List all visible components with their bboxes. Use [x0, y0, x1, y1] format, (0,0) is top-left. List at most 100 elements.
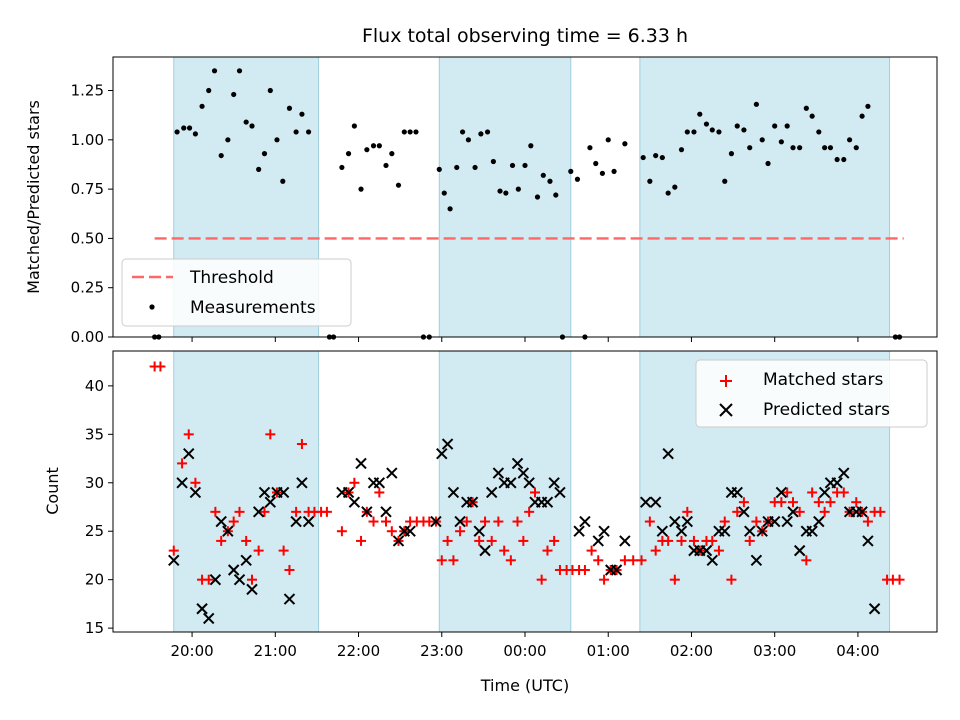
measurement-point — [305, 129, 312, 135]
predicted-star-point — [744, 525, 756, 537]
matched-star-point — [801, 555, 812, 566]
y-tick-label: 40 — [85, 377, 104, 395]
measurement-point — [816, 129, 822, 135]
predicted-star-point — [610, 564, 623, 576]
measurement-point — [249, 123, 255, 129]
matched-star-point — [782, 487, 793, 498]
cross-b — [675, 525, 688, 537]
matched-star-point — [177, 458, 188, 469]
cross-b — [731, 486, 743, 499]
matched-star-point — [524, 506, 535, 517]
matched-star-point — [183, 429, 194, 440]
matched-star-point — [688, 535, 699, 546]
matched-star-point — [234, 506, 245, 517]
predicted-star-point — [738, 506, 750, 518]
predicted-star-point — [656, 525, 669, 537]
predicted-star-point — [209, 573, 222, 586]
cross-b — [669, 515, 681, 528]
x-tick-label: 22:00 — [337, 642, 380, 660]
predicted-star-point — [813, 515, 825, 528]
matched-star-point — [732, 506, 743, 517]
measurement-point — [653, 152, 659, 159]
measurement-point — [358, 186, 364, 192]
measurement-point — [364, 147, 370, 153]
cross-b — [793, 544, 806, 557]
cross-b — [511, 457, 524, 470]
x-tick-label: 01:00 — [587, 642, 630, 660]
cross-b — [380, 506, 392, 518]
matched-star-point — [579, 564, 590, 575]
measurement-point — [534, 194, 541, 200]
predicted-star-point — [706, 554, 718, 567]
bottom-legend: Matched stars Predicted stars — [695, 359, 928, 428]
cross-b — [818, 486, 831, 499]
predicted-star-point — [283, 593, 296, 605]
top-shaded-intervals — [173, 56, 891, 338]
predicted-star-point — [380, 506, 392, 518]
predicted-star-point — [430, 515, 442, 528]
measurement-point — [716, 129, 722, 135]
measurement-point — [765, 160, 771, 167]
predicted-star-point — [203, 612, 215, 625]
predicted-star-point — [523, 477, 535, 489]
predicted-star-point — [296, 477, 308, 489]
matched-star-point — [542, 545, 553, 556]
matched-star-point — [259, 506, 270, 517]
x-tick-label: 03:00 — [753, 642, 796, 660]
measurement-point — [747, 145, 753, 151]
measurement-point — [436, 166, 442, 172]
cross-b — [355, 457, 367, 470]
matched-star-point — [669, 574, 680, 585]
matched-star-point — [241, 535, 252, 546]
measurement-point — [383, 162, 389, 169]
measurement-point — [772, 123, 778, 129]
predicted-star-point — [454, 515, 466, 528]
measurement-point — [593, 160, 599, 167]
measurement-point — [587, 145, 593, 151]
matched-star-point — [776, 497, 787, 508]
measurement-point — [192, 131, 198, 137]
cross-b — [744, 525, 756, 537]
matched-star-point — [593, 555, 604, 566]
matched-star-point — [381, 516, 392, 527]
x-tick-label: 20:00 — [170, 642, 213, 660]
matched-star-point — [738, 497, 749, 508]
matched-star-point — [155, 361, 166, 372]
predicted-star-point — [222, 525, 234, 537]
cross-b — [719, 525, 731, 537]
measurement-point — [753, 101, 759, 107]
cross-b — [492, 467, 505, 479]
measurement-point — [174, 129, 180, 135]
cross-b — [283, 593, 296, 605]
matched-star-point — [682, 506, 693, 517]
y-tick-label: 0.50 — [71, 229, 104, 247]
measurement-point — [790, 145, 796, 151]
cross-b — [541, 496, 554, 508]
cross-b — [598, 525, 610, 537]
matched-star-point — [875, 506, 886, 517]
legend-measurements-swatch — [149, 304, 155, 310]
cross-b — [862, 535, 874, 547]
cross-b — [386, 467, 398, 479]
measurement-point — [490, 158, 496, 165]
predicted-star-point — [246, 583, 258, 596]
legend-matched-label: Matched stars — [763, 370, 883, 390]
cross-b — [361, 506, 373, 518]
cross-b — [523, 477, 535, 489]
matched-star-point — [246, 574, 257, 585]
matched-star-point — [336, 526, 347, 537]
measurement-point — [672, 184, 678, 190]
matched-star-point — [291, 506, 302, 517]
measurement-point — [605, 137, 611, 143]
top-legend: Threshold Measurements — [121, 258, 352, 327]
predicted-star-point — [731, 486, 743, 499]
predicted-star-point — [554, 486, 566, 499]
measurement-point — [181, 125, 187, 131]
measurement-point — [678, 147, 685, 153]
y-tick-label: 0.25 — [71, 279, 104, 297]
cross-b — [579, 515, 591, 528]
predicted-star-point — [342, 486, 355, 499]
matched-star-point — [461, 516, 472, 527]
cross-b — [554, 486, 566, 499]
